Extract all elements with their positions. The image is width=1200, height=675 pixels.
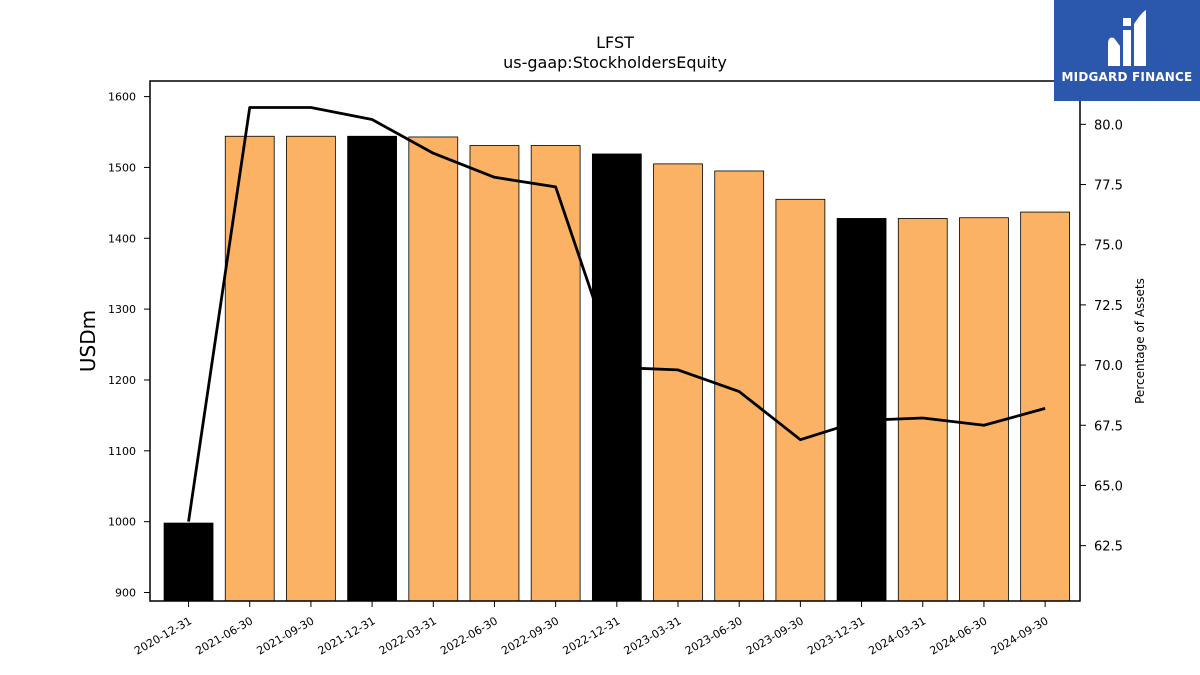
chart-subtitle: us-gaap:StockholdersEquity xyxy=(503,53,727,72)
bar xyxy=(959,217,1009,602)
y-left-tick-label: 1000 xyxy=(108,516,136,529)
y-axis-left-label: USDm xyxy=(76,310,100,372)
bar xyxy=(1020,211,1070,602)
y-left-tick-label: 1200 xyxy=(108,374,136,387)
y-right-tick-label: 67.5 xyxy=(1094,419,1123,434)
x-tick-label: 2022-06-30 xyxy=(438,614,500,657)
x-tick-label: 2024-03-31 xyxy=(866,614,928,657)
plot-frame xyxy=(149,80,1081,602)
chart-title: LFST xyxy=(596,33,634,52)
y-right-tick-label: 72.5 xyxy=(1094,299,1123,314)
bar xyxy=(469,145,520,602)
bar xyxy=(653,163,703,602)
y-right-tick-label: 70.0 xyxy=(1094,359,1123,374)
bar xyxy=(591,153,642,602)
x-tick-label: 2020-12-31 xyxy=(132,614,194,657)
x-tick-label: 2023-03-31 xyxy=(622,614,684,657)
y-right-tick-label: 65.0 xyxy=(1094,479,1123,494)
y-left-tick-label: 1100 xyxy=(108,445,136,458)
bar xyxy=(163,522,214,602)
y-right-tick-label: 77.5 xyxy=(1094,179,1123,194)
y-left-tick-label: 1300 xyxy=(108,303,136,316)
x-tick-label: 2023-09-30 xyxy=(744,614,806,657)
x-tick-label: 2021-06-30 xyxy=(193,614,255,657)
y-left-tick-label: 1500 xyxy=(108,161,136,174)
bar xyxy=(347,135,397,602)
y-left-tick-label: 1600 xyxy=(108,91,136,104)
midgard-logo-icon xyxy=(1108,10,1146,66)
logo-text: MIDGARD FINANCE xyxy=(1061,70,1193,84)
x-tick-label: 2022-03-31 xyxy=(377,614,439,657)
y-right-tick-label: 80.0 xyxy=(1094,118,1123,133)
bar xyxy=(286,135,336,602)
y-left-tick-label: 1400 xyxy=(108,232,136,245)
midgard-finance-logo: MIDGARD FINANCE xyxy=(1054,0,1200,101)
series-line xyxy=(187,106,1046,522)
x-tick-label: 2022-12-31 xyxy=(560,614,622,657)
y-right-tick-label: 75.0 xyxy=(1094,239,1123,254)
bar xyxy=(836,218,887,602)
bar xyxy=(224,135,275,602)
bar xyxy=(530,145,581,602)
x-tick-label: 2022-09-30 xyxy=(499,614,561,657)
y-axis-right-label: Percentage of Assets xyxy=(1133,278,1147,404)
x-tick-label: 2023-12-31 xyxy=(805,614,867,657)
x-tick-label: 2024-06-30 xyxy=(928,614,990,657)
x-tick-label: 2024-09-30 xyxy=(989,614,1051,657)
y-left-tick-label: 900 xyxy=(115,586,136,599)
y-right-tick-label: 62.5 xyxy=(1094,540,1123,555)
x-tick-label: 2021-12-31 xyxy=(316,614,378,657)
x-tick-label: 2023-06-30 xyxy=(683,614,745,657)
bar xyxy=(775,198,826,602)
bar xyxy=(408,136,459,602)
x-tick-label: 2021-09-30 xyxy=(255,614,317,657)
bar xyxy=(897,218,948,602)
